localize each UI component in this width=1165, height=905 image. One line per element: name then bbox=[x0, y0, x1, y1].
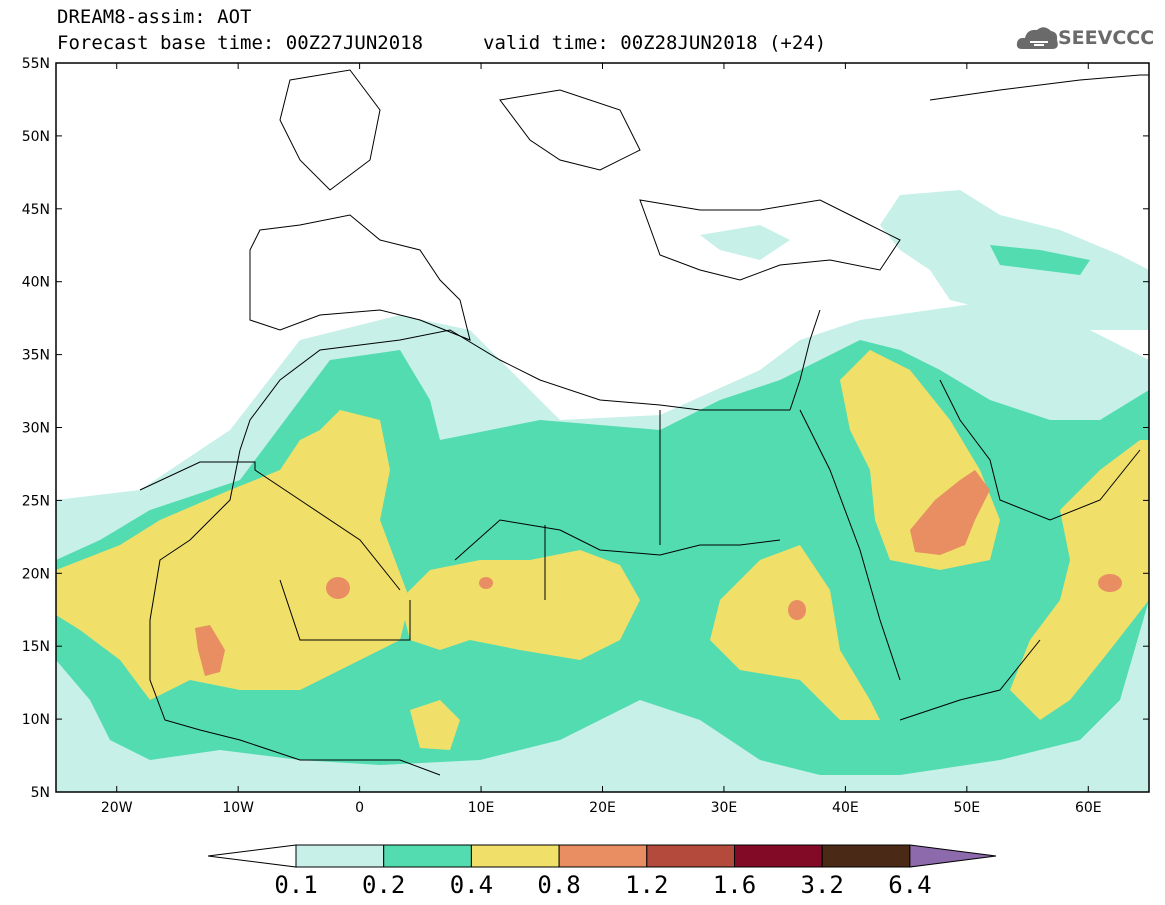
aot-zone-high-niger bbox=[479, 577, 493, 589]
lon-tick-label: 20W bbox=[101, 800, 133, 816]
colorbar-label: 0.8 bbox=[537, 871, 580, 899]
colorbar-under-triangle bbox=[207, 844, 297, 868]
lon-tick-label: 20E bbox=[589, 800, 616, 816]
colorbar-swatch bbox=[295, 844, 385, 868]
lon-tick-label: 30E bbox=[711, 800, 738, 816]
lat-tick-label: 10N bbox=[22, 712, 50, 728]
aot-zone-moderate-oman bbox=[1010, 440, 1149, 720]
lon-tick-label: 10W bbox=[222, 800, 254, 816]
logo-text: SEEVCCC bbox=[1058, 27, 1155, 49]
aot-zone-moderate-central bbox=[400, 550, 640, 660]
aot-zone-high-saudi bbox=[910, 470, 990, 555]
colorbar-swatch bbox=[470, 844, 560, 868]
aot-zone-high-mali bbox=[326, 577, 350, 599]
lat-tick-label: 30N bbox=[22, 421, 50, 437]
colorbar-label: 0.2 bbox=[362, 871, 405, 899]
valid-time-label: valid time: 00Z28JUN2018 (+24) bbox=[483, 32, 827, 54]
aot-field bbox=[56, 63, 1149, 792]
aot-zone-high-west-africa bbox=[195, 625, 225, 676]
colorbar-swatch bbox=[821, 844, 911, 868]
lat-tick-label: 25N bbox=[22, 493, 50, 509]
lat-tick-label: 15N bbox=[22, 639, 50, 655]
coastlines bbox=[139, 69, 1149, 776]
aot-zone-very-low-black-sea bbox=[700, 225, 790, 260]
colorbar-swatch bbox=[646, 844, 735, 868]
aot-zone-low-caspian bbox=[990, 245, 1090, 275]
lon-tick-label: 10E bbox=[468, 800, 495, 816]
lat-tick-label: 20N bbox=[22, 566, 50, 582]
aot-zone-moderate-west bbox=[56, 410, 410, 700]
colorbar-label: 6.4 bbox=[888, 871, 931, 899]
colorbar-label: 1.2 bbox=[625, 871, 668, 899]
map-title: DREAM8-assim: AOT bbox=[57, 6, 252, 28]
lat-tick-label: 45N bbox=[22, 202, 50, 218]
aot-zone-high-oman bbox=[1098, 574, 1122, 592]
cloud-logo-icon bbox=[1016, 27, 1058, 49]
lon-tick-label: 0 bbox=[355, 800, 364, 816]
aot-zone-moderate-sudan bbox=[710, 545, 880, 720]
colorbar-label: 0.4 bbox=[450, 871, 493, 899]
aot-zone-high-sudan bbox=[788, 600, 806, 620]
colorbar-swatch bbox=[558, 844, 648, 868]
lat-tick-label: 55N bbox=[22, 56, 50, 72]
lat-tick-label: 40N bbox=[22, 275, 50, 291]
lon-tick-label: 50E bbox=[953, 800, 980, 816]
lon-tick-label: 60E bbox=[1075, 800, 1102, 816]
lat-tick-label: 5N bbox=[31, 785, 50, 801]
colorbar: 0.1 0.2 0.4 0.8 1.2 1.6 3.2 6.4 bbox=[207, 844, 997, 899]
lat-tick-label: 35N bbox=[22, 348, 50, 364]
colorbar-over-triangle bbox=[909, 844, 997, 868]
base-time-label: Forecast base time: 00Z27JUN2018 bbox=[57, 32, 424, 54]
lat-tick-label: 50N bbox=[22, 129, 50, 145]
colorbar-swatch bbox=[383, 844, 472, 868]
aot-zone-moderate-nigeria bbox=[410, 700, 460, 750]
latitude-axis: 55N 50N 45N 40N 35N 30N 25N 20N 15N 10N 5N bbox=[22, 56, 1149, 801]
lon-tick-label: 40E bbox=[832, 800, 859, 816]
colorbar-swatch bbox=[734, 844, 823, 868]
colorbar-label: 1.6 bbox=[713, 871, 756, 899]
colorbar-label: 3.2 bbox=[801, 871, 844, 899]
colorbar-label: 0.1 bbox=[274, 871, 317, 899]
longitude-axis: 20W 10W 0 10E 20E 30E 40E 50E 60E bbox=[101, 63, 1102, 816]
